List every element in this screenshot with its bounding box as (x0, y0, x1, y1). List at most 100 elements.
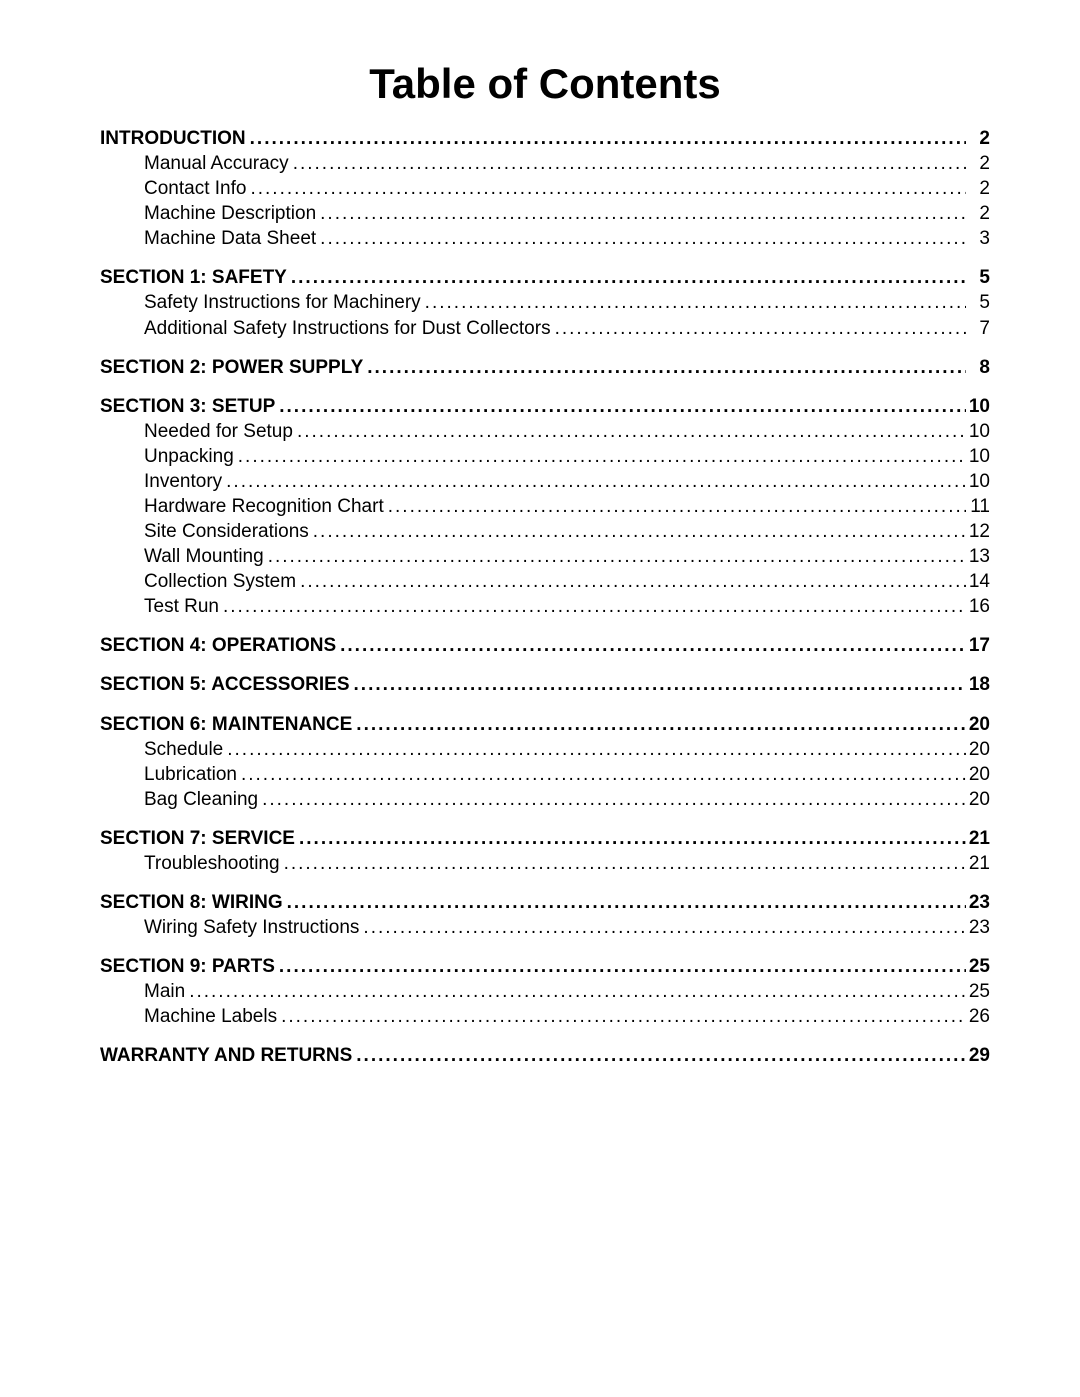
toc-item-page: 3 (966, 226, 990, 251)
toc-item-page: 21 (966, 851, 990, 876)
toc-leader-dots (363, 355, 966, 380)
toc-item-page: 5 (966, 290, 990, 315)
toc-heading-page: 25 (966, 954, 990, 979)
toc-heading-label: WARRANTY AND RETURNS (100, 1043, 352, 1068)
toc-heading-label: SECTION 8: WIRING (100, 890, 283, 915)
toc-leader-dots (352, 712, 966, 737)
toc-item-row: Troubleshooting21 (100, 851, 990, 876)
toc-leader-dots (264, 544, 966, 569)
toc-item-label: Schedule (144, 737, 223, 762)
toc-item-page: 23 (966, 915, 990, 940)
toc-item-label: Machine Labels (144, 1004, 277, 1029)
toc-heading-page: 23 (966, 890, 990, 915)
toc-item-label: Machine Data Sheet (144, 226, 316, 251)
toc-item-label: Needed for Setup (144, 419, 293, 444)
toc-item-row: Wiring Safety Instructions 23 (100, 915, 990, 940)
toc-heading-row: SECTION 2: POWER SUPPLY8 (100, 355, 990, 380)
toc-heading-page: 18 (966, 672, 990, 697)
toc-item-label: Test Run (144, 594, 219, 619)
toc-item-page: 26 (966, 1004, 990, 1029)
toc-item-row: Safety Instructions for Machinery 5 (100, 290, 990, 315)
toc-item-label: Bag Cleaning (144, 787, 258, 812)
toc-heading-label: SECTION 5: ACCESSORIES (100, 672, 350, 697)
toc-section: SECTION 6: MAINTENANCE20Schedule20Lubric… (100, 712, 990, 812)
toc-item-row: Bag Cleaning20 (100, 787, 990, 812)
toc-item-page: 2 (966, 201, 990, 226)
toc-item-page: 2 (966, 176, 990, 201)
toc-heading-page: 29 (966, 1043, 990, 1068)
toc-heading-page: 8 (966, 355, 990, 380)
toc-section: SECTION 5: ACCESSORIES 18 (100, 672, 990, 697)
toc-item-page: 10 (966, 444, 990, 469)
toc-heading-label: SECTION 1: SAFETY (100, 265, 287, 290)
toc-item-page: 10 (966, 419, 990, 444)
toc-leader-dots (384, 494, 966, 519)
toc-leader-dots (289, 151, 966, 176)
toc-heading-label: SECTION 9: PARTS (100, 954, 275, 979)
toc-section: SECTION 7: SERVICE 21Troubleshooting21 (100, 826, 990, 876)
toc-item-row: Hardware Recognition Chart11 (100, 494, 990, 519)
toc-leader-dots (293, 419, 966, 444)
toc-item-row: Test Run16 (100, 594, 990, 619)
page-title: Table of Contents (100, 60, 990, 108)
toc-heading-row: SECTION 8: WIRING 23 (100, 890, 990, 915)
toc-leader-dots (222, 469, 966, 494)
toc-item-label: Contact Info (144, 176, 246, 201)
toc-leader-dots (309, 519, 966, 544)
toc-heading-label: SECTION 3: SETUP (100, 394, 275, 419)
toc-leader-dots (219, 594, 966, 619)
toc-item-page: 20 (966, 737, 990, 762)
toc-leader-dots (234, 444, 966, 469)
toc-leader-dots (246, 126, 966, 151)
toc-item-page: 25 (966, 979, 990, 1004)
toc-section: SECTION 1: SAFETY5Safety Instructions fo… (100, 265, 990, 340)
toc-item-row: Unpacking10 (100, 444, 990, 469)
toc-heading-row: SECTION 5: ACCESSORIES 18 (100, 672, 990, 697)
toc-heading-row: INTRODUCTION2 (100, 126, 990, 151)
toc-leader-dots (551, 316, 966, 341)
toc-leader-dots (280, 851, 966, 876)
toc-item-row: Site Considerations12 (100, 519, 990, 544)
toc-section: SECTION 8: WIRING23Wiring Safety Instruc… (100, 890, 990, 940)
toc-leader-dots (295, 826, 966, 851)
toc-section: SECTION 2: POWER SUPPLY8 (100, 355, 990, 380)
toc-item-page: 2 (966, 151, 990, 176)
toc-item-row: Additional Safety Instructions for Dust … (100, 316, 990, 341)
toc-item-row: Contact Info 2 (100, 176, 990, 201)
toc-heading-row: SECTION 4: OPERATIONS17 (100, 633, 990, 658)
toc-heading-page: 10 (966, 394, 990, 419)
toc-leader-dots (316, 201, 966, 226)
toc-item-label: Lubrication (144, 762, 237, 787)
toc-item-label: Manual Accuracy (144, 151, 289, 176)
toc-item-label: Wiring Safety Instructions (144, 915, 359, 940)
toc-heading-page: 2 (966, 126, 990, 151)
toc-item-label: Safety Instructions for Machinery (144, 290, 421, 315)
toc-section: WARRANTY AND RETURNS 29 (100, 1043, 990, 1068)
toc-item-page: 10 (966, 469, 990, 494)
toc-heading-page: 20 (966, 712, 990, 737)
toc-item-row: Schedule 20 (100, 737, 990, 762)
toc-item-label: Wall Mounting (144, 544, 264, 569)
toc-heading-row: WARRANTY AND RETURNS 29 (100, 1043, 990, 1068)
toc-heading-row: SECTION 9: PARTS 25 (100, 954, 990, 979)
toc-item-row: Machine Description2 (100, 201, 990, 226)
toc-heading-row: SECTION 1: SAFETY5 (100, 265, 990, 290)
toc-item-page: 20 (966, 762, 990, 787)
toc-item-page: 13 (966, 544, 990, 569)
toc-item-label: Main (144, 979, 185, 1004)
toc-leader-dots (185, 979, 966, 1004)
toc-leader-dots (275, 954, 966, 979)
toc-heading-page: 21 (966, 826, 990, 851)
toc-item-row: Inventory10 (100, 469, 990, 494)
toc-heading-label: SECTION 4: OPERATIONS (100, 633, 336, 658)
toc-leader-dots (352, 1043, 966, 1068)
toc-leader-dots (316, 226, 966, 251)
toc-item-row: Lubrication 20 (100, 762, 990, 787)
toc-leader-dots (287, 265, 966, 290)
toc-item-row: Wall Mounting 13 (100, 544, 990, 569)
toc-heading-label: SECTION 7: SERVICE (100, 826, 295, 851)
toc-item-row: Needed for Setup 10 (100, 419, 990, 444)
toc-item-row: Machine Data Sheet 3 (100, 226, 990, 251)
toc-leader-dots (283, 890, 966, 915)
toc-item-row: Collection System14 (100, 569, 990, 594)
